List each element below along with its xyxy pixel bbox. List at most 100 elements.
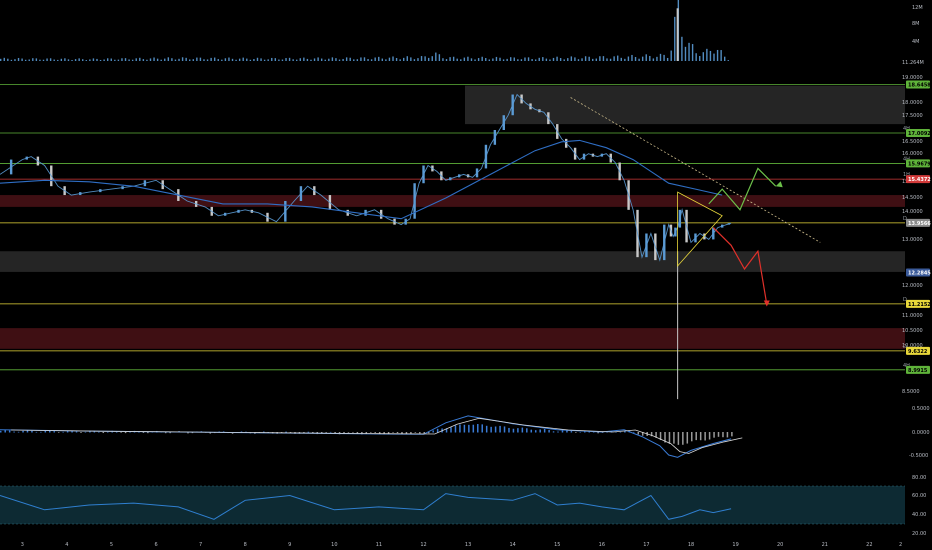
volume-bar (702, 52, 705, 61)
macd-histogram-bar (187, 432, 189, 434)
volume-bar (545, 58, 548, 61)
macd-histogram-bar (713, 432, 715, 438)
volume-bar (552, 57, 555, 61)
volume-bar (613, 56, 615, 61)
volume-bar (238, 58, 241, 61)
volume-bar (256, 57, 259, 61)
time-tick: 8 (244, 542, 247, 548)
time-tick: 19 (732, 542, 738, 548)
volume-bar (360, 57, 362, 61)
price-tick-14-5: 14.5000 (902, 195, 923, 201)
macd-histogram-bar (325, 432, 327, 433)
volume-bar (485, 58, 487, 61)
macd-histogram-bar (44, 430, 47, 433)
macd-histogram-bar (499, 425, 501, 433)
volume-bar (403, 57, 405, 61)
volume-bar (513, 57, 515, 61)
volume-bar (171, 58, 173, 61)
volume-bar (199, 57, 202, 61)
macd-histogram-bar (682, 432, 684, 445)
volume-bar (78, 58, 80, 61)
trend-line-dotted (570, 97, 821, 243)
volume-bar (684, 46, 687, 61)
volume-bar (192, 59, 194, 61)
volume-axis-label-4m: 4M (912, 39, 920, 45)
macd-histogram-bar (552, 431, 555, 433)
volume-bar (42, 59, 45, 61)
macd-tick-0: 0.0000 (912, 430, 930, 436)
volume-bar (356, 59, 359, 61)
volume-bar (670, 50, 672, 61)
macd-histogram-bar (650, 432, 653, 437)
macd-histogram-bar (347, 432, 350, 433)
volume-bar (217, 59, 219, 61)
macd-histogram-bar (566, 430, 568, 433)
volume-bar (160, 59, 162, 61)
volume-bar (638, 58, 640, 61)
macd-histogram-bar (539, 429, 541, 433)
volume-bar (164, 58, 166, 61)
volume-pane: 12M 8M 4M 11.264M (0, 0, 924, 66)
bear-projection (712, 227, 768, 305)
rsi-tick-80: 80.00 (912, 475, 926, 481)
volume-bar (53, 59, 55, 61)
macd-histogram-bar (356, 432, 359, 434)
volume-bar (602, 56, 605, 61)
price-badge-label: 18.6458 (908, 82, 931, 88)
volume-bar (335, 58, 337, 61)
volume-bar (89, 59, 91, 61)
volume-bar (531, 59, 533, 61)
chart-drawings (570, 97, 821, 307)
macd-histogram-bar (521, 427, 524, 433)
price-badge-bg (906, 80, 930, 89)
volume-bar (492, 58, 494, 61)
price-badge-bg (906, 175, 930, 184)
volume-bar (0, 58, 2, 61)
macd-histogram-bar (637, 432, 640, 435)
volume-bar (153, 57, 155, 61)
volume-bar (228, 57, 230, 61)
volume-bar (324, 59, 326, 61)
volume-bar (64, 58, 66, 61)
volume-bar (559, 58, 562, 61)
volume-bar (60, 58, 63, 61)
volume-bar (189, 59, 191, 61)
volume-bar (385, 59, 387, 61)
macd-histogram-bar (267, 431, 269, 433)
time-tick: 13 (465, 542, 471, 548)
volume-bar (674, 16, 676, 62)
volume-bar (456, 58, 458, 61)
volume-bar (306, 58, 309, 61)
macd-histogram-bar (240, 431, 243, 433)
volume-bar (666, 57, 669, 61)
macd-histogram-bar (543, 429, 546, 433)
bear-arrowhead (763, 300, 770, 307)
macd-histogram-bar (53, 431, 55, 433)
time-tick: 12 (420, 542, 426, 548)
volume-bar (235, 59, 237, 61)
price-badge-label: 8.9915 (908, 368, 928, 374)
time-axis: 3 4 5 6 7 8 9 10 11 12 13 14 15 16 17 18 19 20 21 22 2 (21, 542, 902, 548)
volume-bar (488, 59, 491, 61)
macd-histogram-bar (592, 431, 595, 433)
volume-bar (146, 59, 148, 61)
macd-histogram-bar (704, 432, 706, 441)
volume-bar (634, 56, 637, 61)
volume-bar (417, 58, 419, 61)
macd-histogram-bar (71, 430, 73, 433)
macd-histogram-bar (731, 432, 733, 437)
macd-histogram-bar (432, 430, 434, 433)
macd-histogram-bar (708, 432, 711, 440)
macd-histogram-bar (481, 424, 483, 433)
macd-histogram-bar (699, 432, 702, 441)
volume-bar (253, 59, 255, 61)
volume-bar (699, 56, 701, 61)
volume-bar (57, 59, 59, 61)
volume-bar (85, 60, 87, 61)
volume-bar (221, 59, 223, 61)
macd-histogram-bar (98, 431, 100, 433)
volume-bar (128, 59, 130, 61)
macd-histogram-bar (62, 431, 64, 433)
macd-histogram-bar (633, 431, 635, 433)
